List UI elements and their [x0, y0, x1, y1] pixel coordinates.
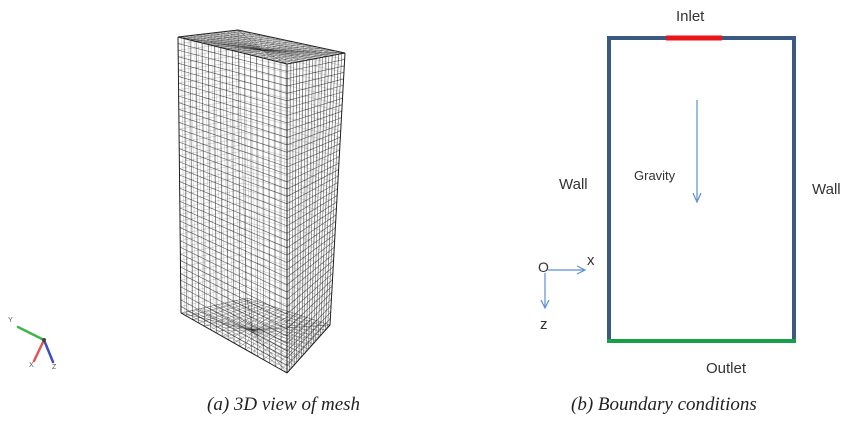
gravity-label: Gravity: [634, 168, 676, 183]
caption-a: (a) 3D view of mesh: [207, 394, 361, 415]
boundary-diagram: [540, 35, 796, 343]
x-axis-arrow: [548, 265, 587, 275]
triad-x-label: X: [29, 362, 34, 369]
axis-triad-icon: [16, 325, 55, 364]
outlet-label: Outlet: [706, 360, 747, 377]
origin-label: O: [538, 259, 549, 275]
x-axis-label: x: [587, 252, 595, 269]
triad-z-label: Z: [52, 364, 57, 371]
mesh-3d-view: [177, 29, 346, 374]
inlet-label: Inlet: [676, 8, 705, 25]
left-wall-label: Wall: [559, 176, 588, 193]
z-axis-arrow: [540, 273, 550, 310]
z-axis-label: z: [540, 316, 548, 333]
gravity-arrow: [692, 100, 702, 204]
triad-y-label: Y: [8, 317, 13, 324]
caption-b: (b) Boundary conditions: [571, 394, 757, 415]
right-wall-label: Wall: [812, 181, 841, 198]
